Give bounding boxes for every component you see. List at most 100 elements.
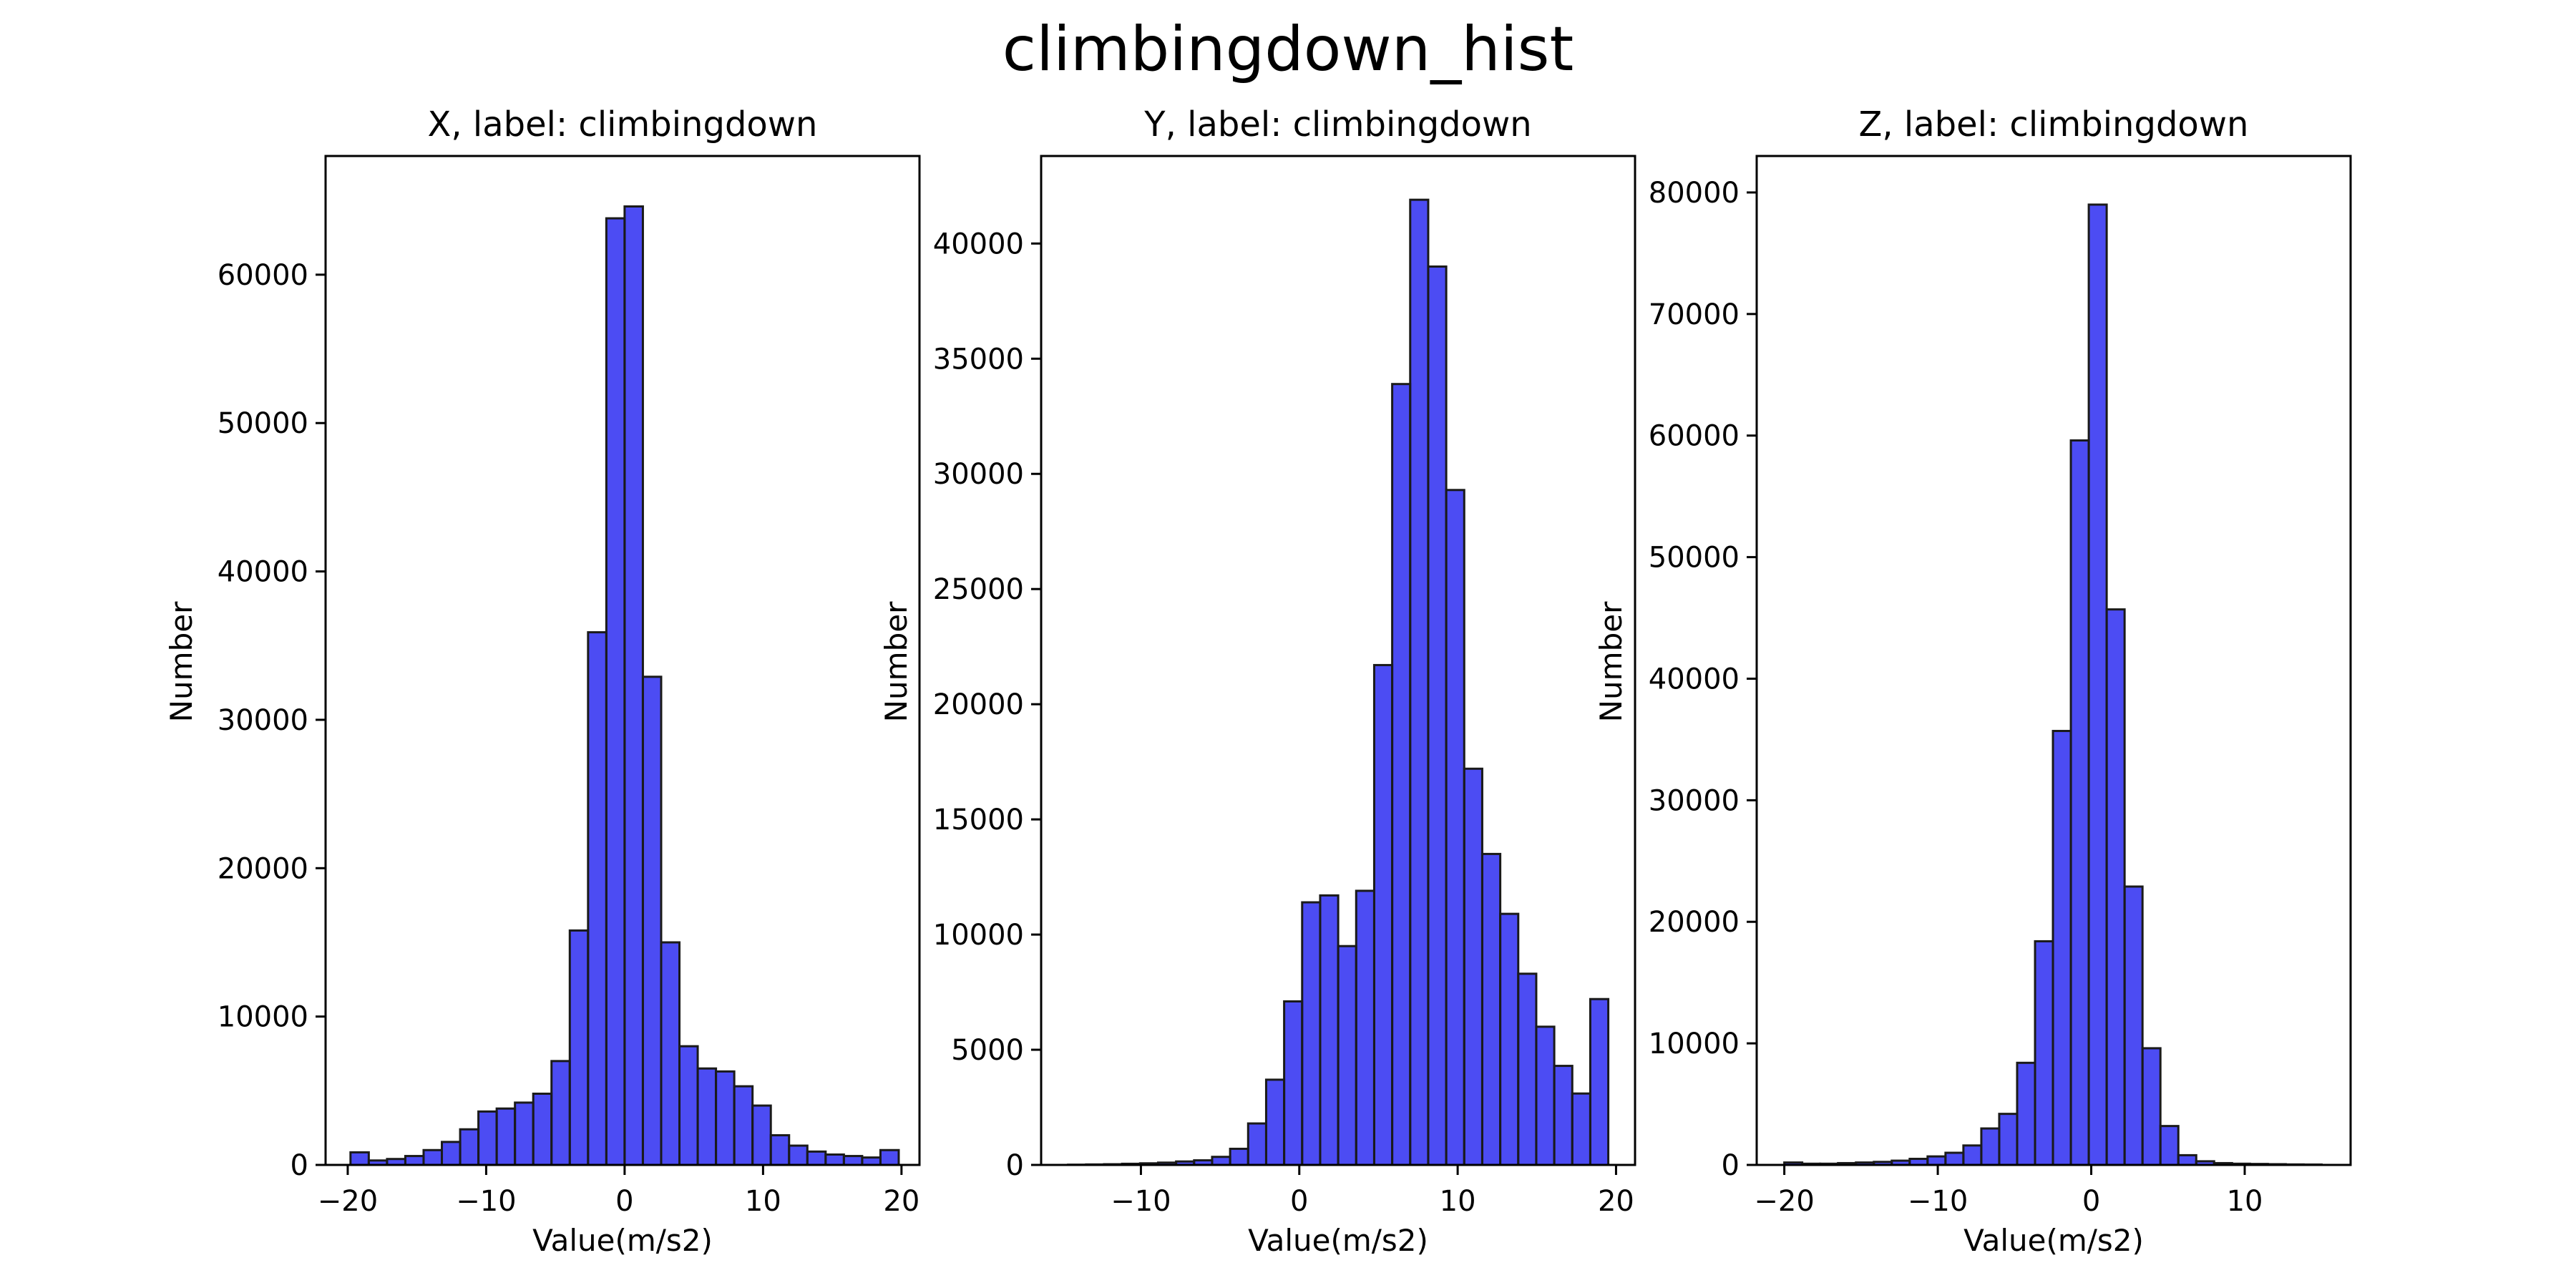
- subplot-y-xtick-label: 20: [1598, 1185, 1634, 1218]
- subplot-y-bar: [1463, 767, 1483, 1166]
- subplot-x-ytick-label: 0: [291, 1149, 308, 1182]
- subplot-x-bar: [842, 1155, 864, 1166]
- subplot-y-bar: [1480, 852, 1502, 1166]
- subplot-z-bar: [2177, 1153, 2197, 1166]
- subplot-x-bar: [660, 941, 681, 1166]
- subplot-y-bar: [1211, 1156, 1231, 1166]
- subplot-x-bar: [587, 631, 608, 1166]
- subplot-y-bar: [1301, 901, 1322, 1166]
- subplot-x-bar: [788, 1144, 809, 1166]
- subplot-x-xtick-label: 0: [615, 1185, 633, 1218]
- subplot-y-bar: [1355, 889, 1375, 1166]
- subplot-z: Z, label: climbingdown Value(m/s2) Numbe…: [1594, 104, 2352, 1258]
- subplot-x-bar: [641, 675, 663, 1166]
- subplot-z-xtick-label: 10: [2227, 1185, 2263, 1218]
- subplot-y-bar: [1535, 1025, 1556, 1166]
- subplot-z-bar: [1944, 1151, 1965, 1166]
- subplot-z-frame: [1755, 155, 2352, 1166]
- subplot-z-ylabel: Number: [1594, 601, 1629, 722]
- subplot-z-bars: [1783, 203, 2323, 1166]
- subplot-y-bar: [1372, 663, 1394, 1166]
- subplot-y-ytick-label: 5000: [951, 1034, 1024, 1067]
- subplot-x-bar: [349, 1151, 370, 1166]
- subplot-x-bar: [459, 1128, 480, 1166]
- subplot-y-bar: [1589, 997, 1610, 1166]
- figure-title: climbingdown_hist: [1002, 14, 1574, 85]
- subplot-x-bar: [696, 1067, 718, 1166]
- subplot-z-ytick-label: 80000: [1649, 177, 1740, 210]
- subplot-x-xtick-label: −20: [318, 1185, 378, 1218]
- subplot-y-bar: [1246, 1122, 1267, 1166]
- subplot-y-ytick-label: 40000: [933, 228, 1024, 260]
- subplot-x-bar: [824, 1153, 845, 1166]
- subplot-y-bar: [1337, 945, 1357, 1166]
- subplot-y-ytick-label: 10000: [933, 919, 1024, 952]
- subplot-y-bar: [1445, 489, 1465, 1166]
- subplot-y-xtick-label: 10: [1440, 1185, 1476, 1218]
- subplot-x-ytick-label: 40000: [218, 556, 308, 589]
- subplot-z-yticks: 0 10000 20000 30000 40000 50000 60000 70000 8000…: [1649, 177, 1757, 1182]
- subplot-x-bar: [715, 1070, 736, 1166]
- subplot-y-bar: [1517, 972, 1538, 1166]
- subplot-z-bar: [1962, 1144, 1983, 1166]
- subplot-y-ytick-label: 20000: [933, 688, 1024, 721]
- subplot-x-title: X, label: climbingdown: [428, 104, 818, 145]
- subplot-y-bar: [1409, 198, 1430, 1166]
- subplot-x: X, label: climbingdown Value(m/s2) Numbe…: [164, 104, 921, 1258]
- subplot-x-yticks: 0 10000 20000 30000 40000 50000 60000: [218, 259, 326, 1182]
- subplot-y-bar: [1283, 1000, 1304, 1166]
- subplot-x-xtick-label: −10: [456, 1185, 516, 1218]
- subplot-x-bar: [441, 1141, 462, 1166]
- subplot-y-xticks: −10 0 10 20: [1111, 1165, 1634, 1218]
- subplot-y-bar: [1571, 1092, 1591, 1166]
- subplot-y-bar: [1553, 1065, 1574, 1166]
- subplot-z-bar: [2123, 885, 2144, 1166]
- subplot-x-ytick-label: 20000: [218, 852, 308, 885]
- subplot-x-ytick-label: 50000: [218, 407, 308, 440]
- subplot-z-ytick-label: 30000: [1649, 784, 1740, 817]
- subplot-y-ytick-label: 30000: [933, 458, 1024, 491]
- subplot-z-bar: [1980, 1127, 2001, 1166]
- subplot-z-bar: [2141, 1047, 2162, 1166]
- subplot-z-bar: [2105, 608, 2126, 1166]
- subplot-x-bar: [422, 1148, 444, 1166]
- subplot-y-xlabel: Value(m/s2): [1248, 1223, 1428, 1258]
- subplot-x-bar: [495, 1107, 517, 1166]
- subplot-z-ytick-label: 60000: [1649, 420, 1740, 453]
- subplot-x-xlabel: Value(m/s2): [532, 1223, 713, 1258]
- subplot-x-xticks: −20 −10 0 10 20: [318, 1165, 919, 1218]
- subplot-z-xticks: −20 −10 0 10: [1754, 1165, 2263, 1218]
- subplot-x-bar: [678, 1045, 699, 1166]
- subplot-z-ytick-label: 50000: [1649, 542, 1740, 575]
- subplot-x-bar: [477, 1110, 498, 1166]
- subplot-y-bar: [1264, 1078, 1286, 1166]
- subplot-y-bar: [1319, 894, 1340, 1166]
- subplot-x-ytick-label: 30000: [218, 704, 308, 737]
- subplot-x-bar: [550, 1060, 571, 1166]
- subplot-x-bar: [751, 1104, 772, 1166]
- subplot-y-ytick-label: 25000: [933, 573, 1024, 606]
- subplot-x-bar: [861, 1156, 882, 1166]
- subplot-x-bar: [623, 205, 644, 1166]
- subplot-z-bar: [2069, 439, 2090, 1166]
- subplot-x-xtick-label: 20: [883, 1185, 919, 1218]
- subplot-x-bar: [532, 1092, 553, 1166]
- subplot-z-ytick-label: 0: [1722, 1149, 1740, 1182]
- subplot-y-title: Y, label: climbingdown: [1143, 104, 1531, 145]
- subplot-x-xtick-label: 10: [745, 1185, 781, 1218]
- subplot-z-xtick-label: −10: [1908, 1185, 1968, 1218]
- subplot-z-ytick-label: 40000: [1649, 663, 1740, 696]
- subplot-z-bar: [1926, 1155, 1947, 1166]
- subplot-z-xtick-label: −20: [1754, 1185, 1814, 1218]
- subplot-z-ytick-label: 20000: [1649, 906, 1740, 939]
- subplot-z-bar: [2087, 203, 2108, 1166]
- subplot-z-bar: [2159, 1125, 2180, 1166]
- subplot-y-ylabel: Number: [879, 601, 914, 722]
- subplot-z-xtick-label: 0: [2082, 1185, 2100, 1218]
- subplot-y-ytick-label: 15000: [933, 804, 1024, 836]
- subplot-y-yticks: 0 5000 10000 15000 20000 25000 30000 35000 40000: [933, 228, 1041, 1182]
- subplot-y: Y, label: climbingdown Value(m/s2) Numbe…: [879, 104, 1636, 1258]
- subplot-x-bar: [404, 1155, 425, 1166]
- subplot-x-bar: [514, 1101, 535, 1166]
